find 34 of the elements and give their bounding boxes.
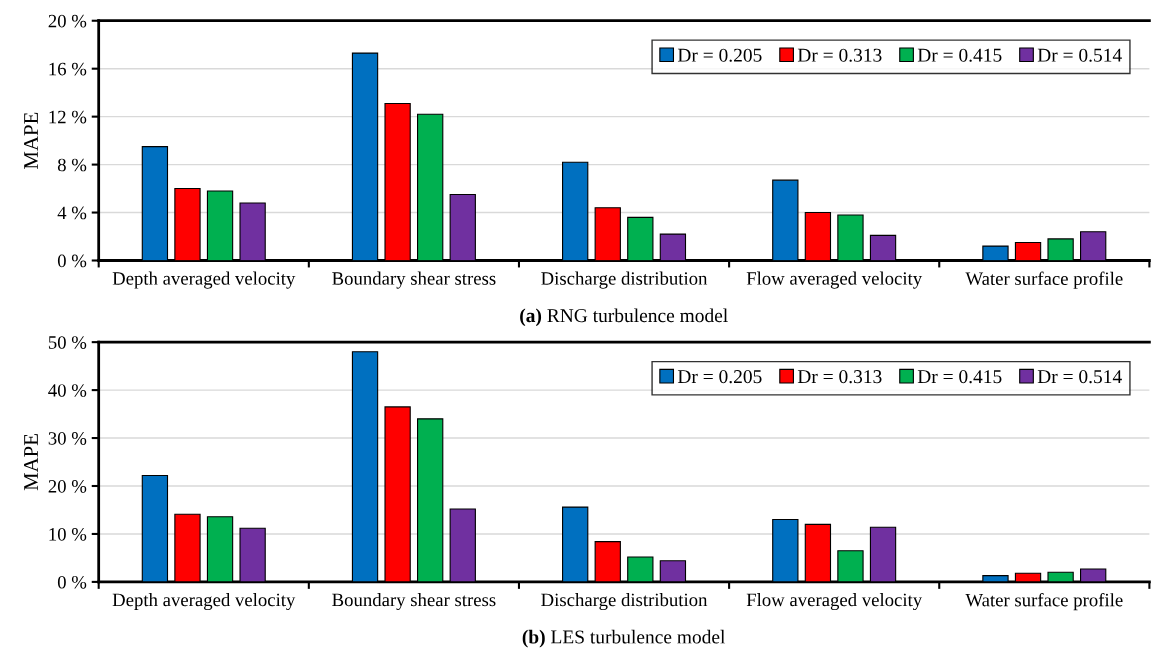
x-tick-label: Water surface profile — [965, 593, 1123, 611]
x-tick-label: Depth averaged velocity — [112, 271, 296, 289]
y-tick-label: 20 % — [48, 480, 87, 493]
y-tick-label: 12 % — [49, 110, 87, 124]
x-tick-label: Boundary shear stress — [332, 593, 496, 611]
y-axis-title: MAPE — [24, 434, 38, 491]
y-tick-label: 0 % — [57, 575, 87, 589]
y-tick-label: 20 % — [48, 14, 87, 28]
y-tick-label: 50 % — [48, 336, 87, 349]
legend-label: Dr = 0.313 — [797, 370, 882, 384]
text: (b) LES turbulence model — [522, 629, 726, 648]
x-tick-label: Flow averaged velocity — [746, 271, 923, 289]
legend-label: Dr = 0.514 — [1037, 370, 1122, 384]
x-tick-label: Discharge distribution — [541, 271, 708, 289]
legend-label: Dr = 0.514 — [1037, 48, 1122, 62]
x-tick-label: Depth averaged velocity — [112, 593, 296, 611]
x-tick-label: Water surface profile — [965, 271, 1123, 289]
text: (a) RNG turbulence model — [520, 308, 728, 327]
legend-label: Dr = 0.415 — [917, 48, 1002, 62]
y-tick-label: 0 % — [57, 254, 87, 268]
legend-label: Dr = 0.415 — [917, 370, 1002, 384]
x-tick-label: Boundary shear stress — [332, 271, 496, 289]
y-tick-label: 30 % — [48, 432, 87, 445]
y-tick-label: 16 % — [49, 62, 87, 76]
y-tick-label: 10 % — [49, 527, 87, 541]
y-tick-label: 8 % — [57, 158, 87, 172]
y-axis-title: MAPE — [24, 112, 38, 169]
legend-label: Dr = 0.205 — [677, 48, 762, 62]
y-tick-label: 4 % — [57, 206, 87, 220]
x-tick-label: Flow averaged velocity — [746, 593, 923, 611]
legend-label: Dr = 0.313 — [797, 48, 882, 62]
y-tick-label: 40 % — [48, 384, 87, 397]
x-tick-label: Discharge distribution — [541, 593, 708, 611]
legend-label: Dr = 0.205 — [677, 370, 762, 384]
